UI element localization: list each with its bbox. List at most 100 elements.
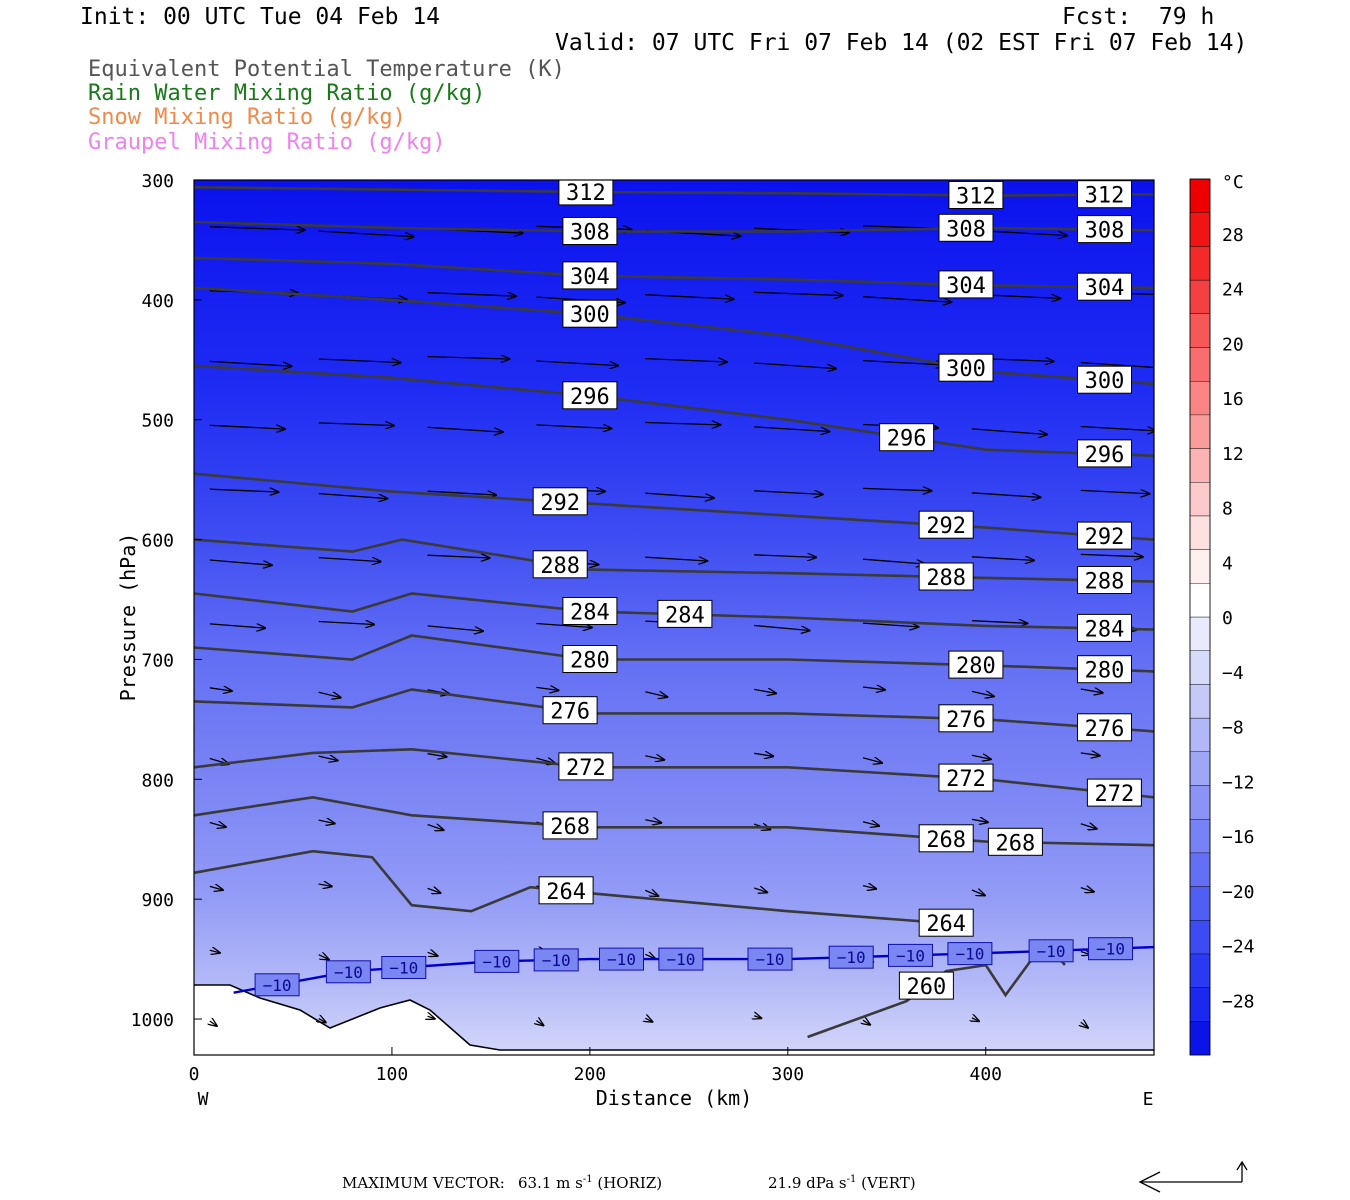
- wind-vector: [209, 886, 223, 890]
- theta-e-label-box: [562, 597, 618, 625]
- wind-vector: [427, 754, 447, 757]
- legend-rain: Rain Water Mixing Ratio (g/kg): [88, 81, 486, 106]
- wind-vector: [1080, 824, 1097, 829]
- colorbar-tick-label: 4: [1222, 553, 1233, 574]
- theta-e-label: 268: [996, 831, 1036, 856]
- colorbar-segment: [1189, 1021, 1211, 1056]
- wind-vector: [862, 886, 876, 889]
- theta-e-label: 264: [546, 880, 586, 905]
- colorbar-segment: [1189, 549, 1211, 584]
- theta-e-label-box: [562, 261, 618, 290]
- wind-vector: [427, 825, 444, 831]
- colorbar-segment: [1189, 920, 1211, 955]
- colorbar-segment: [1189, 852, 1211, 887]
- theta-e-contour-line: [194, 849, 947, 925]
- y-tick-label: 300: [141, 171, 174, 192]
- theta-e-label: 296: [570, 385, 610, 410]
- wind-vector: [427, 293, 516, 296]
- wind-vector: [427, 357, 510, 359]
- theta-e-label: 312: [1085, 184, 1125, 209]
- wind-vector: [318, 820, 335, 823]
- horizontal-value: 63.1 m s: [518, 1174, 583, 1192]
- colorbar-tick-label: −24: [1222, 937, 1255, 958]
- wind-vector: [209, 360, 292, 366]
- init-time: Init: 00 UTC Tue 04 Feb 14: [80, 4, 441, 30]
- theta-e-label-box: [948, 650, 1004, 679]
- wind-vector: [645, 423, 720, 425]
- wind-vector: [862, 359, 945, 365]
- wind-vector: [971, 819, 988, 822]
- wind-vector: [645, 557, 707, 561]
- wind-vector: [536, 622, 591, 628]
- colorbar-tick-label: −20: [1222, 882, 1255, 903]
- theta-e-label: 300: [1085, 369, 1125, 394]
- y-tick-label: 400: [141, 291, 174, 312]
- x-tick-label: 300: [772, 1064, 805, 1085]
- legend-snow: Snow Mixing Ratio (g/kg): [88, 105, 406, 130]
- theta-e-label-box: [1077, 613, 1132, 642]
- theta-e-label-box: [948, 181, 1004, 209]
- colorbar-segment: [1189, 178, 1211, 213]
- wind-vector: [971, 755, 991, 759]
- theta-e-label-box: [1077, 713, 1132, 742]
- x-tick-label: 200: [574, 1064, 607, 1085]
- wind-vector: [862, 822, 879, 826]
- theta-e-label: 272: [946, 767, 986, 792]
- terrain-mask: [194, 985, 1154, 1055]
- theta-e-contour-line: [194, 286, 1154, 386]
- minus10-label: −10: [389, 959, 418, 978]
- theta-e-label: 304: [570, 265, 610, 290]
- wind-vector: [645, 820, 661, 823]
- x-tick-label: 400: [969, 1064, 1002, 1085]
- wind-vector: [536, 1021, 543, 1026]
- wind-vector: [971, 621, 1027, 624]
- theta-e-label-box: [558, 180, 614, 206]
- wind-vector: [971, 691, 994, 696]
- wind-vector: [862, 558, 925, 564]
- wind-vector: [318, 423, 394, 426]
- minus10-label-box: [533, 948, 579, 972]
- colorbar-segment: [1189, 751, 1211, 786]
- wind-vector: [536, 687, 558, 690]
- wind-vector: [754, 555, 816, 558]
- theta-e-label: 292: [1085, 525, 1125, 550]
- wind-vector: [645, 692, 667, 697]
- minus10-label-box: [1088, 937, 1133, 961]
- theta-e-label: 300: [570, 303, 610, 328]
- wind-vector: [209, 623, 265, 628]
- y-axis-title: Pressure (hPa): [116, 533, 140, 702]
- wind-vector: [427, 491, 497, 495]
- theta-e-label: 296: [1085, 443, 1125, 468]
- theta-e-label-box: [1077, 215, 1132, 244]
- vertical-exponent: -1: [846, 1174, 857, 1185]
- colorbar-segment: [1189, 246, 1211, 281]
- forecast-hour: Fcst: 79 h: [1062, 4, 1215, 30]
- colorbar-tick-label: −16: [1222, 827, 1255, 848]
- theta-e-label-box: [532, 550, 588, 579]
- theta-e-label-box: [1077, 272, 1132, 301]
- wind-vector: [318, 556, 381, 562]
- minus10-label: −10: [756, 950, 785, 969]
- theta-e-label: 276: [946, 708, 986, 733]
- colorbar-segment: [1189, 381, 1211, 416]
- y-tick-label: 800: [141, 770, 174, 791]
- colorbar-segment: [1189, 616, 1211, 651]
- minus10-label-box: [599, 947, 644, 971]
- wind-vector: [645, 756, 664, 760]
- minus10-label: −10: [1096, 940, 1125, 959]
- theta-e-label: 284: [665, 603, 705, 628]
- theta-e-contour-line: [194, 185, 1154, 197]
- theta-e-label: 300: [946, 357, 986, 382]
- minus10-label-box: [325, 960, 371, 984]
- wind-vector: [972, 1018, 979, 1021]
- wind-vector: [1080, 490, 1150, 493]
- wind-vector: [971, 890, 985, 895]
- plot-frame: [193, 179, 1155, 1056]
- minus10-label-box: [888, 943, 933, 967]
- wind-vector: [318, 691, 341, 697]
- wind-vector: [1080, 753, 1100, 756]
- wind-vector: [1080, 361, 1154, 368]
- theta-e-label: 292: [926, 514, 966, 539]
- max-vector-label: MAXIMUM VECTOR:: [342, 1174, 505, 1192]
